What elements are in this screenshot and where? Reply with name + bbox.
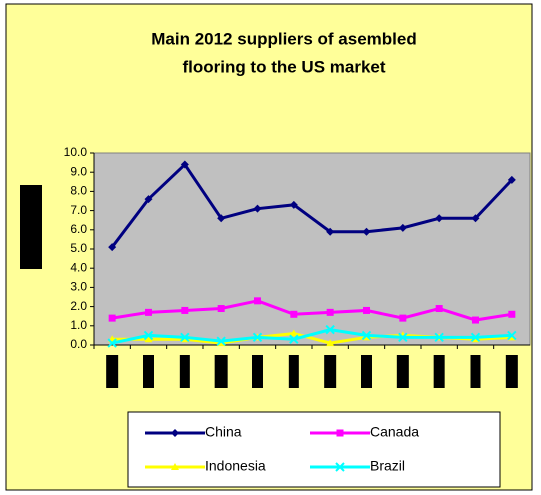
marker: [171, 429, 179, 437]
redacted-x-label: [324, 355, 337, 388]
y-tick-label: 6.0: [70, 222, 87, 236]
marker: [507, 175, 516, 184]
y-tick-label: 4.0: [70, 260, 87, 274]
marker: [217, 305, 225, 313]
marker: [325, 324, 335, 335]
redacted-axis-label: [20, 185, 42, 269]
marker: [108, 243, 117, 252]
marker: [254, 297, 261, 305]
marker: [398, 332, 408, 343]
y-tick-label: 5.0: [70, 241, 87, 255]
marker: [435, 214, 444, 223]
marker: [180, 332, 190, 343]
marker: [361, 330, 372, 341]
marker: [290, 310, 298, 318]
marker: [144, 195, 153, 204]
marker: [508, 310, 516, 318]
marker: [289, 334, 299, 344]
legend-label: Brazil: [370, 458, 405, 474]
marker: [217, 214, 226, 223]
marker: [144, 335, 153, 343]
marker: [181, 306, 189, 314]
marker: [472, 316, 479, 324]
marker: [471, 214, 480, 223]
legend-label: Canada: [370, 424, 419, 440]
redacted-x-label: [179, 355, 190, 388]
marker: [336, 429, 344, 437]
marker: [362, 227, 371, 236]
redacted-x-label: [288, 355, 299, 388]
y-tick-label: 1.0: [70, 318, 87, 332]
series-line: [111, 328, 512, 345]
y-tick-label: 2.0: [70, 299, 87, 313]
marker: [434, 332, 444, 343]
marker: [289, 329, 298, 337]
marker: [507, 330, 517, 341]
marker: [143, 330, 154, 341]
legend-label: Indonesia: [205, 458, 266, 474]
y-tick-label: 9.0: [70, 164, 87, 178]
marker: [252, 332, 263, 343]
chart-title: Main 2012 suppliers of asembled: [151, 29, 416, 48]
legend: [127, 411, 501, 488]
marker: [180, 160, 189, 169]
marker: [326, 227, 335, 236]
redacted-x-label: [252, 355, 263, 388]
y-tick-label: 3.0: [70, 280, 87, 294]
marker: [107, 338, 117, 348]
y-tick-label: 0.0: [70, 337, 87, 351]
legend-label: China: [205, 424, 242, 440]
redacted-x-label: [361, 355, 372, 388]
marker: [335, 462, 345, 472]
marker: [253, 204, 262, 213]
series-line: [110, 162, 513, 248]
redacted-x-label: [143, 355, 154, 388]
marker: [470, 332, 481, 343]
marker: [363, 306, 370, 314]
marker: [326, 339, 335, 347]
chart-title: flooring to the US market: [182, 57, 385, 76]
redacted-x-label: [433, 355, 445, 388]
redacted-x-label: [396, 355, 409, 388]
redacted-x-label: [106, 355, 119, 388]
marker: [399, 314, 407, 322]
y-tick-label: 8.0: [70, 184, 87, 198]
marker: [171, 463, 179, 470]
marker: [289, 200, 298, 209]
y-tick-label: 7.0: [70, 203, 87, 217]
marker: [326, 308, 334, 316]
marker: [435, 305, 443, 313]
redacted-x-label: [505, 355, 518, 388]
redacted-x-label: [214, 355, 228, 388]
y-tick-label: 10.0: [64, 145, 88, 159]
marker: [145, 308, 152, 316]
marker: [398, 223, 407, 232]
redacted-x-label: [470, 355, 481, 388]
series-line: [111, 299, 513, 322]
marker: [108, 314, 116, 322]
marker: [216, 336, 226, 346]
